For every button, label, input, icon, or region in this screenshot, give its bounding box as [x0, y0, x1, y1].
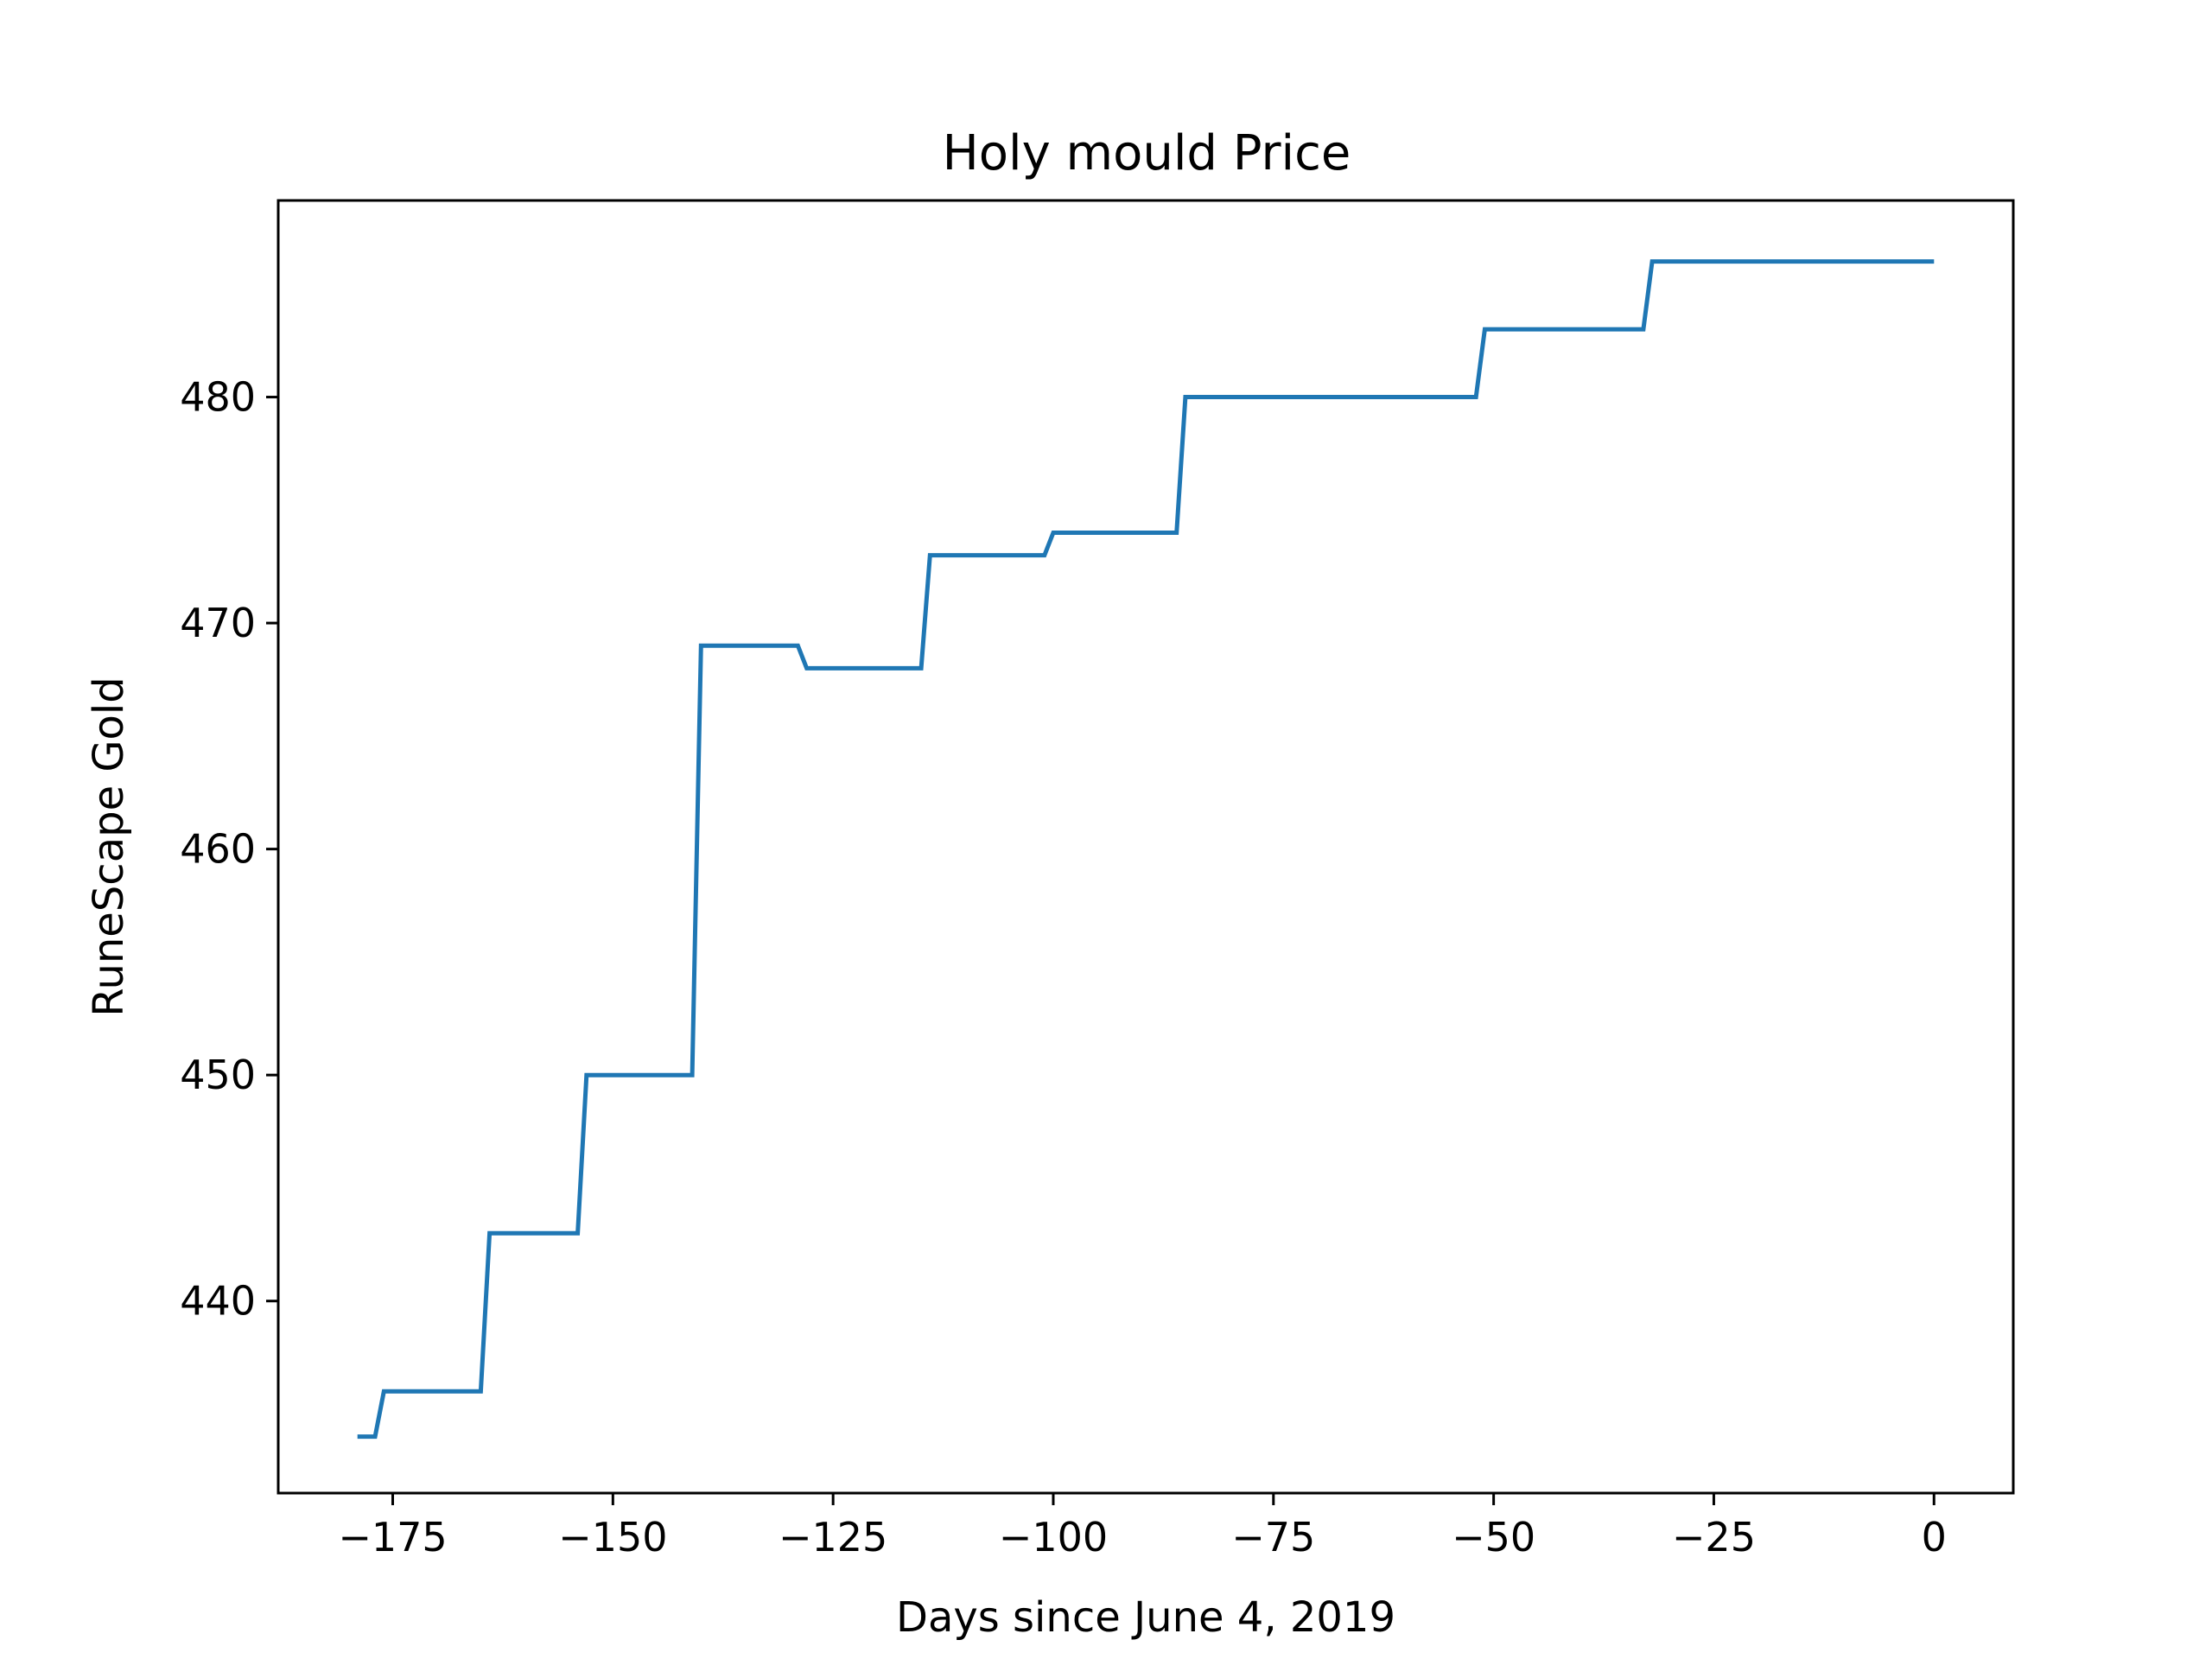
x-tick-label: −25 [1672, 1514, 1756, 1560]
plot-frame [276, 199, 2015, 1495]
y-axis-label: RuneScape Gold [85, 677, 133, 1016]
x-axis-label: Days since June 4, 2019 [896, 1593, 1395, 1642]
y-tick-label: 460 [180, 826, 256, 873]
chart-title: Holy mould Price [943, 125, 1351, 181]
plot-area [276, 199, 2015, 1495]
y-tick-label: 480 [180, 374, 256, 421]
x-tick-label: −75 [1231, 1514, 1315, 1560]
x-tick-label: −100 [999, 1514, 1108, 1560]
x-tick-label: −50 [1452, 1514, 1535, 1560]
x-tick-label: −175 [338, 1514, 447, 1560]
x-tick-label: −125 [779, 1514, 887, 1560]
y-axis-ticks: 440 450 460 470 480 [180, 374, 278, 1325]
y-tick-label: 450 [180, 1052, 256, 1098]
y-tick-label: 440 [180, 1278, 256, 1325]
x-tick-label: 0 [1922, 1514, 1947, 1560]
x-tick-label: −150 [558, 1514, 667, 1560]
x-axis-ticks: −175 −150 −125 −100 −75 −50 −25 0 [338, 1493, 1947, 1560]
y-tick-label: 470 [180, 600, 256, 646]
series-line-holy-mould-price [357, 259, 1935, 1440]
